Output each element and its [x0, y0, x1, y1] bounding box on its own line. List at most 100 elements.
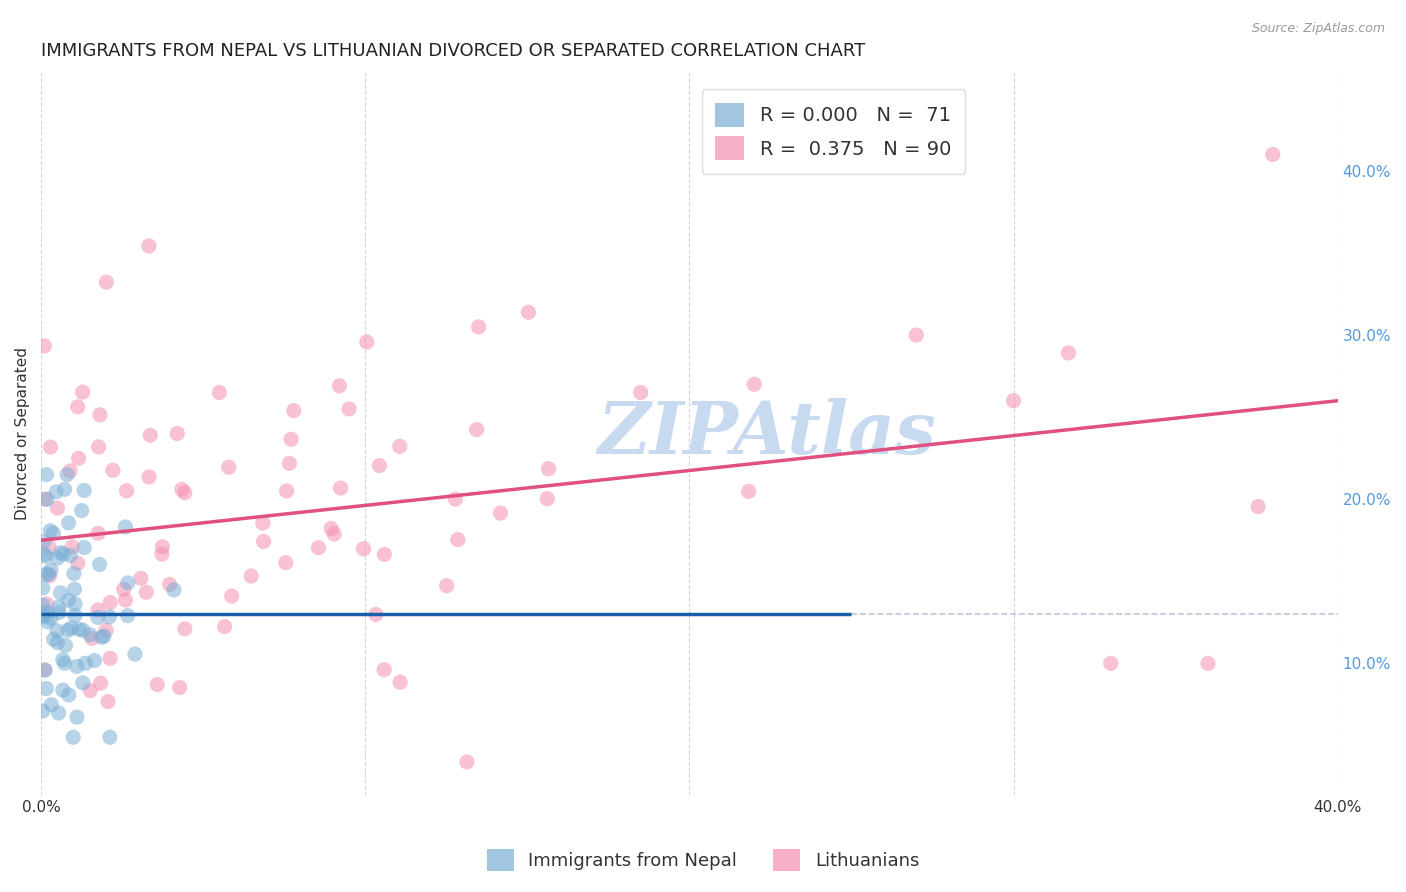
Point: [252, 516, 274, 530]
Point: [630, 385, 652, 400]
Point: [41, 698, 63, 712]
Point: [32, 607, 55, 622]
Point: [447, 533, 470, 547]
Point: [280, 432, 302, 446]
Point: [37, 615, 59, 629]
Point: [60, 540, 83, 554]
Point: [115, 483, 138, 498]
Point: [35, 567, 58, 582]
Point: [170, 483, 193, 497]
Point: [388, 439, 411, 453]
Point: [1002, 393, 1025, 408]
Point: [240, 569, 263, 583]
Point: [737, 484, 759, 499]
Point: [48, 706, 70, 720]
Point: [35, 549, 58, 563]
Point: [39, 440, 62, 454]
Point: [79, 628, 101, 642]
Point: [456, 755, 478, 769]
Point: [63, 597, 86, 611]
Point: [35, 467, 58, 482]
Point: [52, 683, 75, 698]
Point: [42, 526, 65, 541]
Point: [94, 624, 117, 638]
Point: [34, 492, 56, 507]
Y-axis label: Divorced or Separated: Divorced or Separated: [15, 347, 30, 520]
Point: [356, 334, 378, 349]
Point: [87, 440, 110, 454]
Point: [159, 577, 181, 591]
Point: [46, 501, 69, 516]
Point: [283, 403, 305, 417]
Point: [117, 576, 139, 591]
Point: [90, 676, 112, 690]
Point: [60, 621, 83, 635]
Point: [146, 678, 169, 692]
Point: [489, 506, 512, 520]
Point: [150, 547, 173, 561]
Point: [98, 609, 121, 624]
Point: [274, 556, 297, 570]
Point: [66, 400, 89, 414]
Point: [35, 492, 58, 507]
Point: [114, 520, 136, 534]
Point: [56, 467, 79, 482]
Point: [58, 593, 80, 607]
Point: [67, 451, 90, 466]
Point: [97, 695, 120, 709]
Point: [63, 566, 86, 581]
Point: [87, 610, 110, 624]
Point: [52, 547, 75, 561]
Point: [89, 558, 111, 572]
Point: [42, 632, 65, 647]
Point: [46, 635, 69, 649]
Point: [1099, 657, 1122, 671]
Point: [96, 275, 118, 289]
Point: [59, 549, 82, 563]
Point: [138, 470, 160, 484]
Point: [39, 611, 62, 625]
Point: [38, 567, 60, 582]
Point: [308, 541, 330, 555]
Point: [67, 623, 90, 637]
Point: [436, 579, 458, 593]
Point: [34, 339, 56, 353]
Point: [66, 710, 89, 724]
Point: [39, 563, 62, 577]
Point: [135, 585, 157, 599]
Point: [34, 663, 56, 677]
Point: [517, 305, 540, 319]
Point: [83, 653, 105, 667]
Point: [1261, 147, 1284, 161]
Point: [45, 484, 67, 499]
Text: IMMIGRANTS FROM NEPAL VS LITHUANIAN DIVORCED OR SEPARATED CORRELATION CHART: IMMIGRANTS FROM NEPAL VS LITHUANIAN DIVO…: [41, 42, 865, 60]
Point: [79, 683, 101, 698]
Point: [1247, 500, 1270, 514]
Point: [353, 541, 375, 556]
Point: [72, 385, 94, 400]
Point: [328, 379, 350, 393]
Point: [364, 607, 387, 622]
Point: [72, 676, 94, 690]
Point: [89, 408, 111, 422]
Point: [63, 608, 86, 623]
Point: [112, 582, 135, 597]
Point: [214, 619, 236, 633]
Point: [124, 647, 146, 661]
Text: Source: ZipAtlas.com: Source: ZipAtlas.com: [1251, 22, 1385, 36]
Point: [32, 534, 55, 549]
Point: [35, 605, 58, 619]
Point: [536, 491, 558, 506]
Point: [101, 463, 124, 477]
Point: [163, 582, 186, 597]
Point: [444, 492, 467, 507]
Point: [129, 571, 152, 585]
Point: [31, 610, 53, 624]
Point: [905, 328, 928, 343]
Point: [117, 608, 139, 623]
Point: [323, 527, 346, 541]
Point: [48, 605, 70, 619]
Point: [59, 464, 82, 478]
Point: [62, 731, 84, 745]
Point: [75, 657, 97, 671]
